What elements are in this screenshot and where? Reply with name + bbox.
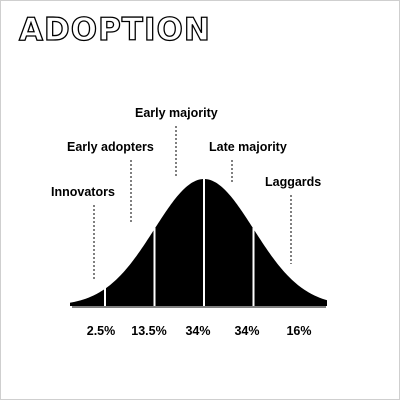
percent-label-innovators: 2.5% (87, 324, 116, 338)
category-label-innovators: Innovators (51, 185, 115, 199)
percent-label-early-majority: 34% (185, 324, 210, 338)
category-label-late-majority: Late majority (209, 140, 287, 154)
percent-label-late-majority: 34% (234, 324, 259, 338)
category-label-early-majority: Early majority (135, 106, 218, 120)
category-label-laggards: Laggards (265, 175, 321, 189)
chart-title: ADOPTION (18, 11, 211, 48)
percent-label-early-adopters: 13.5% (131, 324, 166, 338)
bell-curve-area (70, 179, 327, 306)
category-label-early-adopters: Early adopters (67, 140, 154, 154)
percent-label-laggards: 16% (286, 324, 311, 338)
